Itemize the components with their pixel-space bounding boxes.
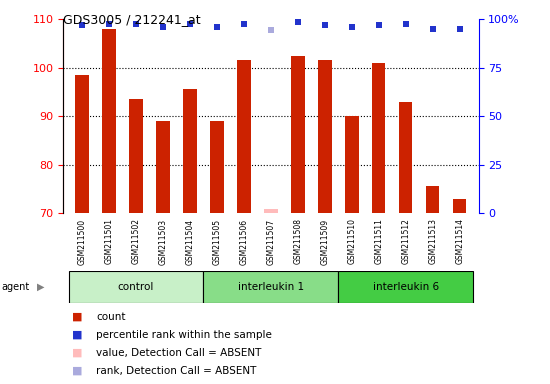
Bar [183,89,197,213]
Bar [237,60,251,213]
Text: GSM211506: GSM211506 [239,218,249,265]
Text: GSM211502: GSM211502 [131,218,141,265]
Bar [372,63,386,213]
Bar [338,271,473,303]
Bar [75,75,89,213]
Bar [204,271,338,303]
Text: GSM211507: GSM211507 [266,218,276,265]
Text: interleukin 1: interleukin 1 [238,282,304,292]
Bar [69,271,204,303]
Text: GSM211501: GSM211501 [104,218,114,265]
Text: GSM211514: GSM211514 [455,218,464,265]
Bar [291,56,305,213]
Text: GSM211503: GSM211503 [158,218,168,265]
Text: agent: agent [1,282,29,292]
Text: GSM211510: GSM211510 [347,218,356,265]
Text: GDS3005 / 212241_at: GDS3005 / 212241_at [63,13,201,26]
Bar [156,121,170,213]
Text: GSM211504: GSM211504 [185,218,195,265]
Text: rank, Detection Call = ABSENT: rank, Detection Call = ABSENT [96,366,257,376]
Text: percentile rank within the sample: percentile rank within the sample [96,330,272,340]
Text: GSM211505: GSM211505 [212,218,222,265]
Bar [210,121,224,213]
Bar [426,187,439,213]
Bar [345,116,359,213]
Text: GSM211500: GSM211500 [78,218,87,265]
Bar [264,209,278,213]
Text: ■: ■ [72,366,82,376]
Text: interleukin 6: interleukin 6 [373,282,439,292]
Bar [399,102,412,213]
Bar [318,60,332,213]
Text: GSM211513: GSM211513 [428,218,437,265]
Text: ■: ■ [72,312,82,322]
Bar [453,199,466,213]
Text: ■: ■ [72,330,82,340]
Bar [129,99,143,213]
Text: control: control [118,282,154,292]
Text: GSM211509: GSM211509 [320,218,329,265]
Text: value, Detection Call = ABSENT: value, Detection Call = ABSENT [96,348,262,358]
Bar [102,29,116,213]
Text: ■: ■ [72,348,82,358]
Text: GSM211512: GSM211512 [401,218,410,264]
Text: ▶: ▶ [37,282,45,292]
Text: GSM211508: GSM211508 [293,218,303,265]
Text: GSM211511: GSM211511 [374,218,383,264]
Text: count: count [96,312,126,322]
